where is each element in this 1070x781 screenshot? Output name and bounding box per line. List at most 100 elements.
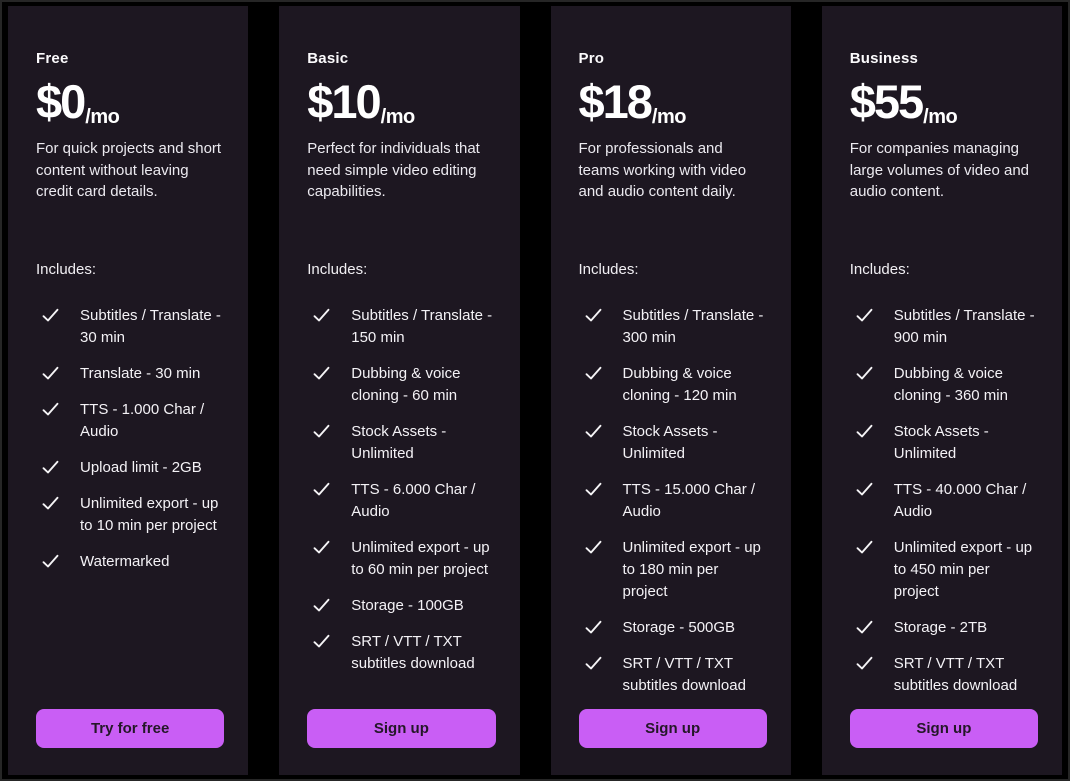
includes-label: Includes: (578, 260, 639, 278)
plan-name: Free (36, 50, 69, 67)
feature-text: TTS - 6.000 Char / Audio (351, 480, 476, 520)
feature-list: Subtitles / Translate - 150 min Dubbing … (307, 305, 493, 675)
plan-name: Pro (578, 50, 605, 67)
feature-item: TTS - 15.000 Char / Audio (579, 479, 765, 523)
feature-item: Subtitles / Translate - 300 min (579, 305, 765, 349)
plan-price-row: $0 /mo (36, 69, 222, 128)
feature-item: TTS - 6.000 Char / Audio (307, 479, 493, 523)
check-icon (313, 631, 333, 649)
check-icon (42, 493, 62, 511)
feature-text: Subtitles / Translate - 30 min (80, 306, 221, 346)
check-icon (42, 305, 62, 323)
feature-text: Subtitles / Translate - 150 min (351, 306, 493, 346)
plan-price: $0 (36, 75, 86, 128)
feature-item: SRT / VTT / TXT subtitles download (850, 653, 1036, 697)
check-icon (856, 479, 876, 497)
feature-item: Unlimited export - up to 60 min per proj… (307, 537, 493, 581)
pricing-card: Pro $18 /mo For professionals and teams … (550, 6, 791, 775)
feature-text: TTS - 40.000 Char / Audio (893, 480, 1027, 520)
plan-period: /mo (85, 106, 120, 128)
plan-price: $10 (307, 75, 381, 128)
cta-button[interactable]: Sign up (578, 709, 767, 748)
check-icon (856, 421, 876, 439)
feature-text: Watermarked (80, 552, 170, 570)
feature-list: Subtitles / Translate - 30 min Translate… (36, 305, 222, 573)
includes-label: Includes: (849, 260, 910, 278)
cta-button[interactable]: Sign up (849, 709, 1038, 748)
check-icon (42, 551, 62, 569)
feature-list: Subtitles / Translate - 900 min Dubbing … (850, 305, 1036, 697)
plan-name: Business (849, 50, 919, 67)
feature-text: Unlimited export - up to 60 min per proj… (351, 538, 490, 578)
feature-item: SRT / VTT / TXT subtitles download (307, 631, 493, 675)
plan-description: Perfect for individuals that need simple… (307, 140, 480, 200)
check-icon (313, 363, 333, 381)
check-icon (42, 363, 62, 381)
check-icon (313, 537, 333, 555)
feature-item: Translate - 30 min (36, 363, 222, 385)
feature-text: Subtitles / Translate - 900 min (893, 306, 1035, 346)
check-icon (585, 305, 605, 323)
plan-price-row: $55 /mo (850, 69, 1036, 128)
plan-period: /mo (923, 106, 958, 128)
feature-text: Unlimited export - up to 180 min per pro… (622, 538, 761, 600)
feature-text: Storage - 100GB (351, 596, 464, 614)
pricing-card: Business $55 /mo For companies managing … (821, 6, 1062, 775)
check-icon (313, 595, 333, 613)
check-icon (856, 305, 876, 323)
feature-text: Stock Assets - Unlimited (622, 422, 718, 462)
plan-description: For professionals and teams working with… (578, 140, 747, 200)
check-icon (585, 617, 605, 635)
check-icon (585, 421, 605, 439)
check-icon (585, 537, 605, 555)
feature-item: Subtitles / Translate - 150 min (307, 305, 493, 349)
check-icon (856, 537, 876, 555)
feature-text: Storage - 2TB (893, 618, 988, 636)
feature-text: Unlimited export - up to 10 min per proj… (80, 494, 219, 534)
feature-item: TTS - 1.000 Char / Audio (36, 399, 222, 443)
cta-button[interactable]: Try for free (36, 709, 225, 748)
includes-label: Includes: (307, 260, 368, 278)
plan-period: /mo (380, 106, 416, 128)
check-icon (856, 363, 876, 381)
feature-text: Upload limit - 2GB (80, 458, 202, 476)
plan-period: /mo (651, 106, 687, 128)
feature-item: TTS - 40.000 Char / Audio (850, 479, 1036, 523)
pricing-card: Basic $10 /mo Perfect for individuals th… (279, 6, 520, 775)
feature-text: Dubbing & voice cloning - 60 min (351, 364, 461, 404)
check-icon (42, 457, 62, 475)
feature-text: Dubbing & voice cloning - 120 min (622, 364, 737, 404)
feature-text: SRT / VTT / TXT subtitles download (893, 654, 1018, 694)
feature-text: SRT / VTT / TXT subtitles download (622, 654, 746, 694)
plan-price-row: $18 /mo (578, 69, 765, 128)
plan-description: For quick projects and short content wit… (36, 140, 222, 200)
feature-item: Subtitles / Translate - 30 min (36, 305, 222, 349)
feature-text: TTS - 1.000 Char / Audio (80, 400, 205, 440)
feature-text: Dubbing & voice cloning - 360 min (893, 364, 1008, 404)
feature-list: Subtitles / Translate - 300 min Dubbing … (579, 305, 765, 697)
check-icon (856, 617, 876, 635)
check-icon (313, 421, 333, 439)
includes-label: Includes: (36, 260, 97, 278)
plan-name: Basic (307, 50, 349, 67)
feature-text: Translate - 30 min (80, 364, 201, 382)
feature-item: Upload limit - 2GB (36, 457, 222, 479)
feature-item: Unlimited export - up to 10 min per proj… (36, 493, 222, 537)
feature-text: Stock Assets - Unlimited (351, 422, 447, 462)
pricing-card: Free $0 /mo For quick projects and short… (8, 6, 249, 775)
feature-item: Subtitles / Translate - 900 min (850, 305, 1036, 349)
plan-price: $18 (578, 75, 653, 128)
feature-text: Unlimited export - up to 450 min per pro… (893, 538, 1033, 600)
check-icon (42, 399, 62, 417)
check-icon (585, 479, 605, 497)
feature-item: SRT / VTT / TXT subtitles download (579, 653, 765, 697)
feature-item: Storage - 2TB (850, 617, 1036, 639)
feature-text: Subtitles / Translate - 300 min (622, 306, 764, 346)
plan-price-row: $10 /mo (307, 69, 493, 128)
check-icon (585, 653, 605, 671)
feature-item: Dubbing & voice cloning - 120 min (579, 363, 765, 407)
cta-button[interactable]: Sign up (307, 709, 496, 748)
feature-item: Stock Assets - Unlimited (579, 421, 765, 465)
check-icon (585, 363, 605, 381)
feature-text: Stock Assets - Unlimited (893, 422, 989, 462)
